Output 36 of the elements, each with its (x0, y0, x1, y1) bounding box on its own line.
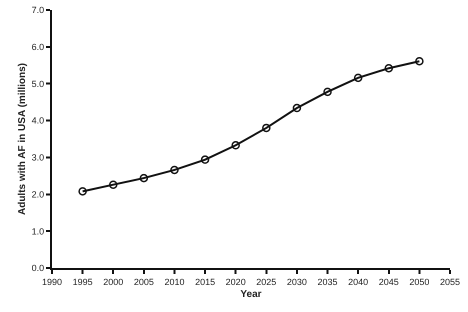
point (200, 155, 210, 164)
point (323, 88, 332, 96)
y-tick-label: 2.0 (32, 189, 44, 200)
y-tick-label: 0.0 (32, 263, 44, 274)
x-tick-label: 2000 (103, 276, 124, 287)
point (262, 124, 271, 132)
x-tick-label: 2055 (440, 276, 460, 287)
x-tick-label: 1990 (42, 276, 62, 287)
y-axis-title: Adults with AF in USA (millions) (17, 62, 28, 216)
x-tick-label: 2050 (409, 276, 430, 287)
point (231, 141, 240, 150)
y-tick-label: 7.0 (32, 5, 44, 16)
point (292, 104, 302, 112)
y-tick-label: 6.0 (32, 42, 44, 52)
y-tick-label: 3.0 (32, 152, 44, 163)
point (384, 64, 394, 72)
y-tick-label: 5.0 (32, 78, 44, 89)
x-tick-label: 2005 (134, 276, 154, 287)
x-tick-label: 2030 (286, 276, 307, 287)
x-tick-label: 2010 (164, 276, 184, 287)
point (415, 56, 424, 66)
x-tick-label: 2025 (256, 276, 276, 287)
point (78, 187, 87, 196)
x-tick-label: 2020 (226, 276, 246, 287)
point (140, 174, 148, 182)
point (108, 180, 118, 189)
x-tick-label: 2045 (378, 276, 399, 287)
y-tick-label: 4.0 (32, 116, 44, 126)
y-tick-label: 1.0 (32, 226, 44, 236)
x-tick-label: 1995 (72, 276, 93, 287)
x-axis-title: Year (240, 288, 262, 300)
x-tick-label: 2035 (318, 276, 338, 287)
x-tick-label: 2040 (348, 276, 368, 287)
point (354, 74, 362, 82)
x-tick-label: 2015 (195, 276, 216, 287)
point (170, 166, 179, 174)
